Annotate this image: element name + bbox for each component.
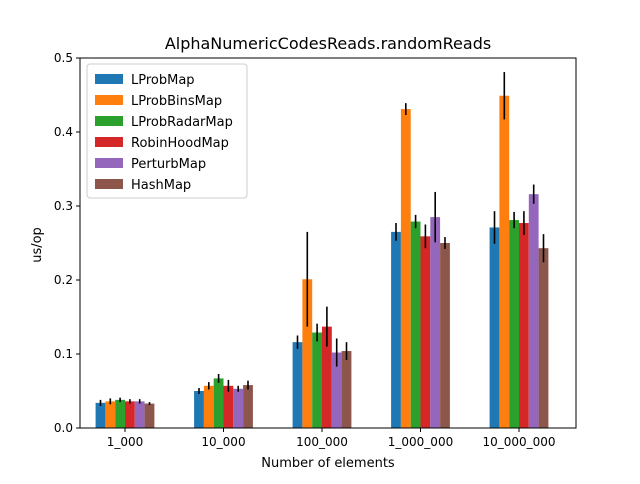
bar — [391, 231, 401, 428]
bar — [509, 220, 519, 428]
bar — [233, 388, 244, 428]
legend-label: RobinHoodMap — [131, 136, 229, 151]
bar — [95, 402, 106, 428]
bar — [410, 221, 421, 428]
legend-swatch — [95, 158, 123, 168]
bar — [341, 351, 352, 428]
legend-swatch — [95, 116, 123, 126]
bar — [115, 399, 125, 428]
legend-label: LProbRadarMap — [131, 115, 233, 130]
error-bars-layer — [99, 72, 545, 406]
legend-label: PerturbMap — [131, 157, 206, 172]
bar — [538, 248, 549, 428]
legend: LProbMap LProbBinsMap LProbRadarMap RobinHo… — [86, 63, 248, 199]
x-tick-label: 10_000_000 — [482, 435, 555, 449]
legend-swatch — [95, 137, 123, 147]
y-tick-label: 0.1 — [54, 347, 73, 361]
chart-title: AlphaNumericCodesReads.randomReads — [165, 34, 491, 53]
bar — [243, 385, 253, 428]
x-tick-label: 100_000 — [296, 435, 348, 449]
bar — [519, 223, 529, 428]
bar — [213, 378, 224, 428]
x-axis-label: Number of elements — [261, 456, 395, 471]
y-tick-label: 0.4 — [54, 125, 73, 139]
bar — [292, 342, 303, 428]
bar — [331, 352, 342, 428]
legend-label: LProbMap — [131, 73, 195, 88]
legend-box — [86, 63, 248, 199]
axes-layer: 0.0 0.1 0.2 0.3 0.4 0.5 1_000 10_000 100_000 1_00… — [54, 51, 577, 449]
y-tick-label: 0.0 — [54, 421, 73, 435]
bar — [420, 236, 431, 428]
legend-swatch — [95, 74, 123, 84]
x-tick-label: 1_000 — [107, 435, 144, 449]
bar — [400, 109, 411, 428]
bar — [430, 217, 441, 428]
legend-label: LProbBinsMap — [131, 94, 222, 109]
bar — [105, 401, 116, 428]
y-tick-label: 0.5 — [54, 51, 73, 65]
bar — [440, 243, 450, 428]
y-axis-label: us/op — [30, 227, 45, 263]
y-tick-label: 0.3 — [54, 199, 73, 213]
bar — [489, 227, 500, 428]
bar — [499, 95, 510, 429]
bar — [528, 194, 539, 428]
x-tick-label: 10_000 — [201, 435, 245, 449]
bar — [194, 391, 204, 428]
bar — [134, 401, 145, 428]
legend-label: HashMap — [131, 178, 191, 193]
bar — [125, 401, 135, 428]
bar — [144, 403, 155, 428]
legend-swatch — [95, 95, 123, 105]
bars-layer — [95, 95, 549, 429]
y-tick-label: 0.2 — [54, 273, 73, 287]
bar — [322, 326, 332, 428]
bar — [312, 332, 322, 428]
bar — [203, 385, 214, 428]
legend-swatch — [95, 179, 123, 189]
bar — [223, 385, 234, 428]
plot-frame — [79, 57, 577, 429]
x-tick-label: 1_000_000 — [388, 435, 453, 449]
bar — [302, 279, 313, 428]
